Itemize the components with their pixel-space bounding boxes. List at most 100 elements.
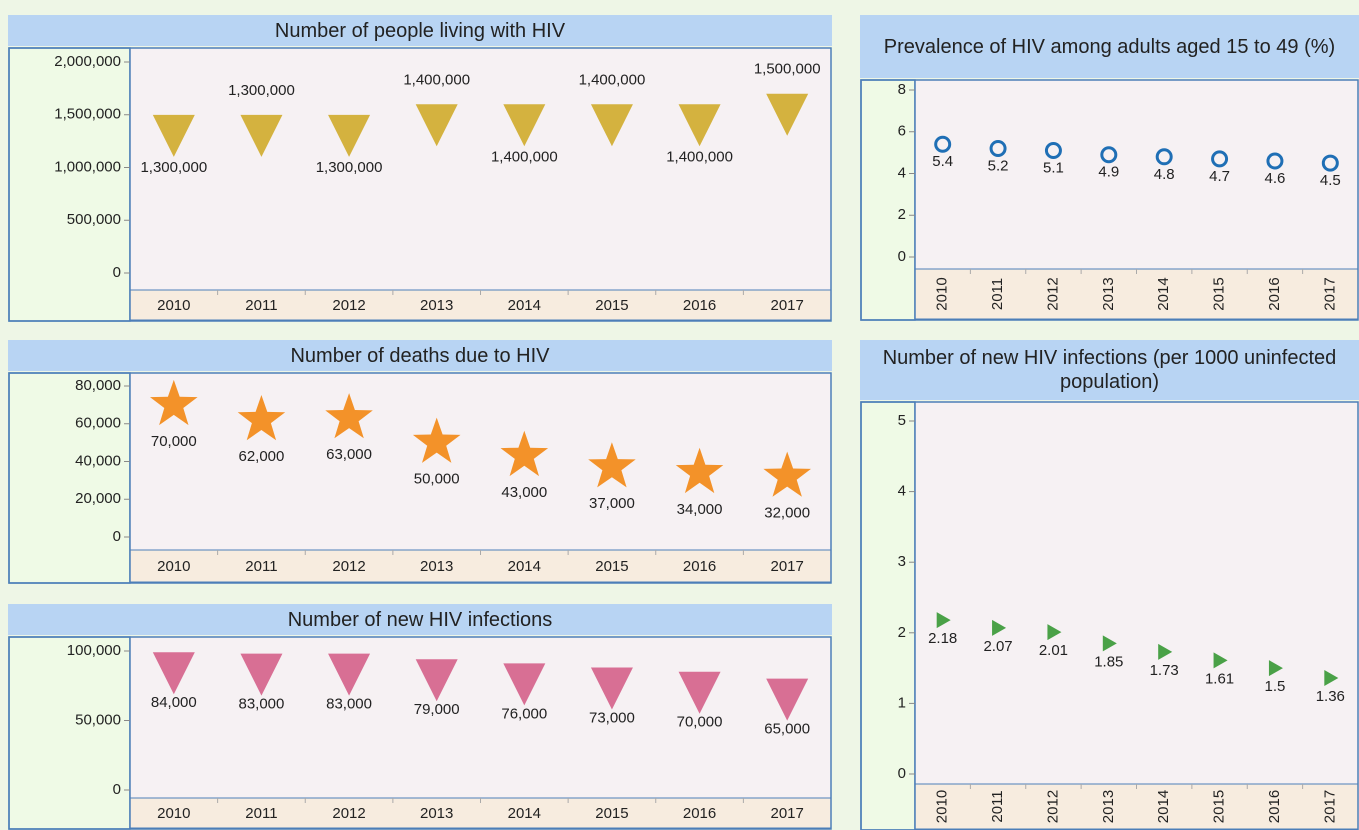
x-tick-label: 2014 xyxy=(1155,790,1172,823)
marker xyxy=(590,667,633,710)
marker xyxy=(675,447,724,494)
value-label: 1,300,000 xyxy=(140,159,207,176)
x-tick-label: 2017 xyxy=(771,558,804,575)
value-label: 32,000 xyxy=(764,505,810,522)
y-tick-label: 80,000 xyxy=(75,377,121,394)
panel-border xyxy=(8,372,832,584)
y-tick-label: 4 xyxy=(898,164,906,181)
y-tick-label: 0 xyxy=(898,248,906,265)
x-tick-label: 2015 xyxy=(595,558,628,575)
y-tick-label: 0 xyxy=(113,781,121,798)
value-label: 4.5 xyxy=(1320,172,1341,189)
panel-border xyxy=(860,401,1359,830)
x-tick-label: 2016 xyxy=(683,558,716,575)
y-tick-label: 1 xyxy=(898,694,906,711)
marker xyxy=(503,663,546,706)
marker xyxy=(325,393,373,439)
value-label: 37,000 xyxy=(589,495,635,512)
chart: 0 20,000 40,000 60,000 80,000 2010 70,000 2011 6… xyxy=(8,372,832,584)
chart-title: Number of new HIV infections xyxy=(8,604,832,635)
value-label: 4.7 xyxy=(1209,168,1230,185)
y-tick-label: 5 xyxy=(898,412,906,429)
x-tick-label: 2012 xyxy=(1044,790,1061,823)
value-label: 4.9 xyxy=(1098,164,1119,181)
marker xyxy=(989,139,1007,157)
x-tick-label: 2013 xyxy=(1100,277,1117,310)
marker xyxy=(588,442,636,488)
plot-area xyxy=(130,373,831,550)
x-tick-label: 2013 xyxy=(420,805,453,822)
value-label: 1.5 xyxy=(1265,678,1286,695)
x-tick-label: 2012 xyxy=(332,297,365,314)
y-tick-label: 8 xyxy=(898,81,906,98)
marker xyxy=(1100,146,1118,164)
value-label: 5.1 xyxy=(1043,160,1064,177)
marker xyxy=(766,678,809,721)
chart: 0 1 2 3 4 5 2010 2.18 2011 2.07 2012 2.01 2013 1.85 20… xyxy=(860,401,1359,830)
y-tick-label: 4 xyxy=(898,483,906,500)
x-tick-label: 2013 xyxy=(420,558,453,575)
y-tick-label: 40,000 xyxy=(75,452,121,469)
marker xyxy=(1211,150,1229,168)
marker xyxy=(1268,660,1283,677)
value-label: 83,000 xyxy=(326,696,372,713)
value-label: 5.4 xyxy=(932,153,953,170)
plot-area xyxy=(915,402,1358,784)
value-label: 70,000 xyxy=(677,714,723,731)
y-axis-panel xyxy=(860,401,916,830)
value-label: 1.85 xyxy=(1094,653,1123,670)
chart-title: Prevalence of HIV among adults aged 15 t… xyxy=(860,15,1359,78)
value-label: 1,400,000 xyxy=(491,148,558,165)
x-tick-label: 2011 xyxy=(989,790,1006,822)
x-tick-label: 2015 xyxy=(595,297,628,314)
marker xyxy=(152,114,195,157)
marker xyxy=(415,659,458,702)
chart-title: Number of deaths due to HIV xyxy=(8,340,832,371)
value-label: 1,300,000 xyxy=(316,159,383,176)
marker xyxy=(328,653,371,696)
x-tick-label: 2011 xyxy=(245,558,277,575)
chart: 0 2 4 6 8 2010 5.4 2011 5.2 2012 5.1 2013 4.9 2014 4.8… xyxy=(860,79,1359,321)
marker xyxy=(237,395,286,441)
y-tick-label: 0 xyxy=(898,765,906,782)
x-tick-label: 2010 xyxy=(157,297,190,314)
plot-area xyxy=(130,48,831,290)
y-axis-panel xyxy=(860,79,916,321)
x-tick-label: 2013 xyxy=(420,297,453,314)
marker xyxy=(992,619,1007,636)
x-tick-label: 2012 xyxy=(332,558,365,575)
plot-area xyxy=(130,637,831,798)
y-tick-label: 2 xyxy=(898,624,906,641)
y-tick-label: 2,000,000 xyxy=(54,53,121,70)
value-label: 1,400,000 xyxy=(403,71,470,88)
panel-border xyxy=(8,47,832,322)
x-tick-label: 2011 xyxy=(989,278,1006,310)
marker xyxy=(503,104,546,147)
marker xyxy=(1158,643,1173,660)
x-tick-label: 2015 xyxy=(1211,277,1228,310)
x-tick-label: 2014 xyxy=(508,297,541,314)
marker xyxy=(1324,669,1339,686)
marker xyxy=(415,104,458,147)
x-tick-label: 2011 xyxy=(245,297,277,314)
x-tick-label: 2011 xyxy=(245,805,277,822)
value-label: 63,000 xyxy=(326,446,372,463)
value-label: 1,300,000 xyxy=(228,82,295,99)
y-axis-panel xyxy=(8,636,131,830)
value-label: 2.01 xyxy=(1039,642,1068,659)
y-tick-label: 20,000 xyxy=(75,490,121,507)
x-tick-label: 2014 xyxy=(508,805,541,822)
x-tick-label: 2012 xyxy=(332,805,365,822)
value-label: 2.07 xyxy=(983,638,1012,655)
y-tick-label: 3 xyxy=(898,553,906,570)
x-tick-label: 2016 xyxy=(1266,277,1283,310)
value-label: 83,000 xyxy=(238,696,284,713)
x-tick-label: 2017 xyxy=(1321,790,1338,823)
x-tick-label: 2016 xyxy=(1266,790,1283,823)
x-tick-label: 2017 xyxy=(771,805,804,822)
value-label: 62,000 xyxy=(238,448,284,465)
value-label: 76,000 xyxy=(501,705,547,722)
y-tick-label: 2 xyxy=(898,206,906,223)
value-label: 5.2 xyxy=(988,157,1009,174)
